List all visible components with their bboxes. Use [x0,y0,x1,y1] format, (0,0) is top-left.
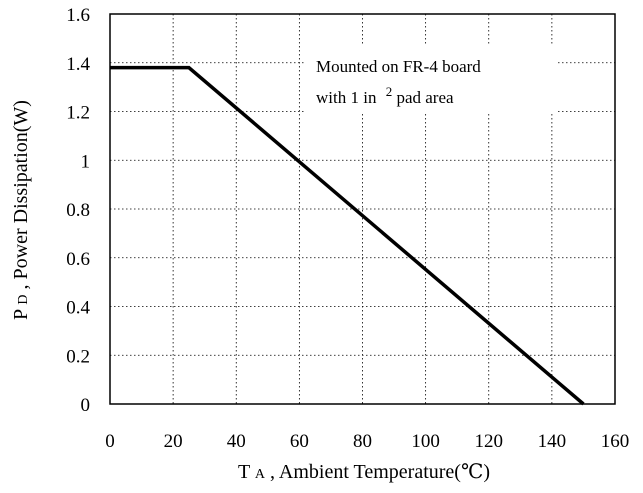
x-tick-label: 120 [475,431,504,452]
x-axis-label-rest: , Ambient Temperature(℃) [270,461,490,483]
x-axis-label-main: T [238,461,250,483]
y-axis-label-rest: , Power Dissipation(W) [10,100,32,289]
y-tick-label: 1.4 [66,54,90,75]
power-derating-line [110,65,585,406]
y-tick-label: 1.6 [66,5,90,26]
x-tick-label: 0 [105,431,115,452]
x-tick-label: 40 [227,431,246,452]
series-layer [110,65,585,406]
x-tick-label: 100 [411,431,440,452]
y-tick-label: 0 [81,395,91,416]
y-tick-label: 0.8 [66,200,90,221]
y-tick-label: 0.4 [66,298,90,319]
x-axis-label: T A , Ambient Temperature(℃) [238,461,490,483]
y-tick-label: 0.6 [66,249,90,270]
y-tick-labels: 0 0.2 0.4 0.6 0.8 1 1.2 1.4 1.6 [66,5,90,416]
annotation-line-2: with 1 in 2 pad area [316,81,454,107]
y-tick-label: 1 [81,151,91,172]
x-axis-label-sub: A [255,467,266,482]
annotation-line-2-suffix: pad area [396,88,454,107]
y-tick-label: 0.2 [66,346,90,367]
x-tick-label: 20 [164,431,183,452]
annotation-line-2-prefix: with 1 in [316,88,377,107]
x-tick-label: 140 [538,431,567,452]
y-axis-label: P D , Power Dissipation(W) [10,100,32,320]
x-tick-label: 60 [290,431,309,452]
y-axis-label-sub: D [16,294,31,304]
y-axis-label-main: P [10,309,32,320]
x-tick-labels: 0 20 40 60 80 100 120 140 160 [105,431,629,452]
x-tick-label: 160 [601,431,630,452]
y-tick-label: 1.2 [66,103,90,124]
annotation-line-2-superscript: 2 [386,84,393,99]
plot-frame [109,13,616,405]
annotation-box [306,46,556,114]
x-tick-label: 80 [353,431,372,452]
annotation-line-1: Mounted on FR-4 board [316,57,481,76]
